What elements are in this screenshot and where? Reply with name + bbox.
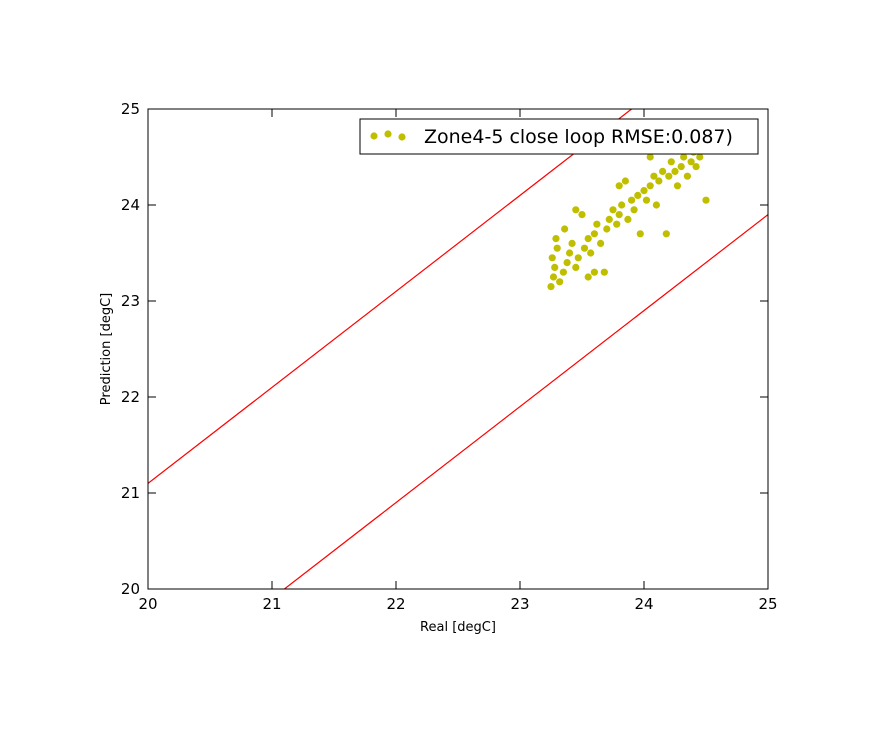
data-point [584, 235, 592, 243]
data-point [547, 283, 555, 291]
data-point [568, 239, 576, 247]
y-tick-label: 21 [121, 484, 140, 502]
y-tick-label: 20 [121, 580, 140, 598]
x-tick-label: 21 [262, 595, 281, 613]
x-tick-label: 20 [138, 595, 157, 613]
data-point [636, 230, 644, 238]
legend-marker [370, 132, 378, 140]
data-point [552, 235, 560, 243]
data-point [621, 177, 630, 185]
x-tick-label: 24 [634, 595, 653, 613]
data-point [702, 196, 710, 204]
data-point [600, 268, 608, 276]
data-point [553, 244, 561, 252]
data-point [692, 163, 700, 171]
data-point [680, 153, 688, 161]
data-point [683, 172, 692, 180]
data-point [572, 206, 580, 214]
data-point [650, 172, 658, 180]
y-tick-label: 24 [121, 196, 140, 214]
data-point [646, 182, 654, 190]
data-point [615, 182, 623, 190]
data-point [603, 225, 611, 233]
data-point [559, 268, 568, 276]
legend-marker [384, 130, 392, 138]
data-point [655, 177, 663, 185]
data-point [574, 254, 582, 262]
data-point [665, 172, 673, 180]
data-point [580, 244, 589, 252]
data-point [593, 220, 601, 228]
legend-marker [398, 133, 406, 141]
data-point [624, 215, 632, 223]
data-point [556, 278, 564, 286]
data-point [597, 239, 605, 247]
legend-label: Zone4-5 close loop RMSE:0.087) [424, 126, 733, 148]
data-point [548, 254, 556, 262]
data-point [642, 196, 651, 204]
x-tick-label: 22 [386, 595, 405, 613]
data-point [667, 158, 675, 166]
bound-line-1 [148, 109, 632, 484]
data-point [628, 196, 636, 204]
legend-box [359, 118, 759, 155]
y-axis-label: Prediction [degC] [99, 293, 114, 405]
data-point [551, 263, 559, 271]
bound-line-2 [284, 214, 768, 589]
data-point [687, 158, 695, 166]
data-point [646, 153, 654, 161]
data-point [587, 249, 595, 257]
data-point [671, 167, 679, 175]
data-point [662, 230, 670, 238]
x-axis-label: Real [degC] [420, 620, 496, 635]
data-point [652, 201, 661, 209]
data-point [630, 206, 638, 214]
data-point [659, 167, 667, 175]
data-point [615, 211, 623, 219]
data-point [609, 206, 617, 214]
x-tick-label: 25 [758, 595, 777, 613]
data-point [563, 259, 571, 267]
y-tick-label: 22 [121, 388, 140, 406]
data-point [673, 182, 682, 190]
plot-frame [147, 108, 769, 590]
data-point [640, 187, 648, 195]
data-point [590, 268, 599, 276]
x-tick-label: 23 [510, 595, 529, 613]
data-point [590, 230, 599, 238]
data-point [561, 225, 569, 233]
data-point [613, 220, 621, 228]
data-point [696, 153, 704, 161]
legend: Zone4-5 close loop RMSE:0.087) [359, 118, 759, 155]
data-point [634, 191, 642, 199]
data-point [578, 211, 586, 219]
y-tick-label: 25 [121, 100, 140, 118]
data-point [584, 273, 592, 281]
data-point [566, 249, 574, 257]
data-point [618, 201, 626, 209]
data-point [605, 215, 613, 223]
data-point [572, 263, 580, 271]
data-point [677, 163, 685, 171]
y-tick-label: 23 [121, 292, 140, 310]
data-point [549, 273, 558, 281]
